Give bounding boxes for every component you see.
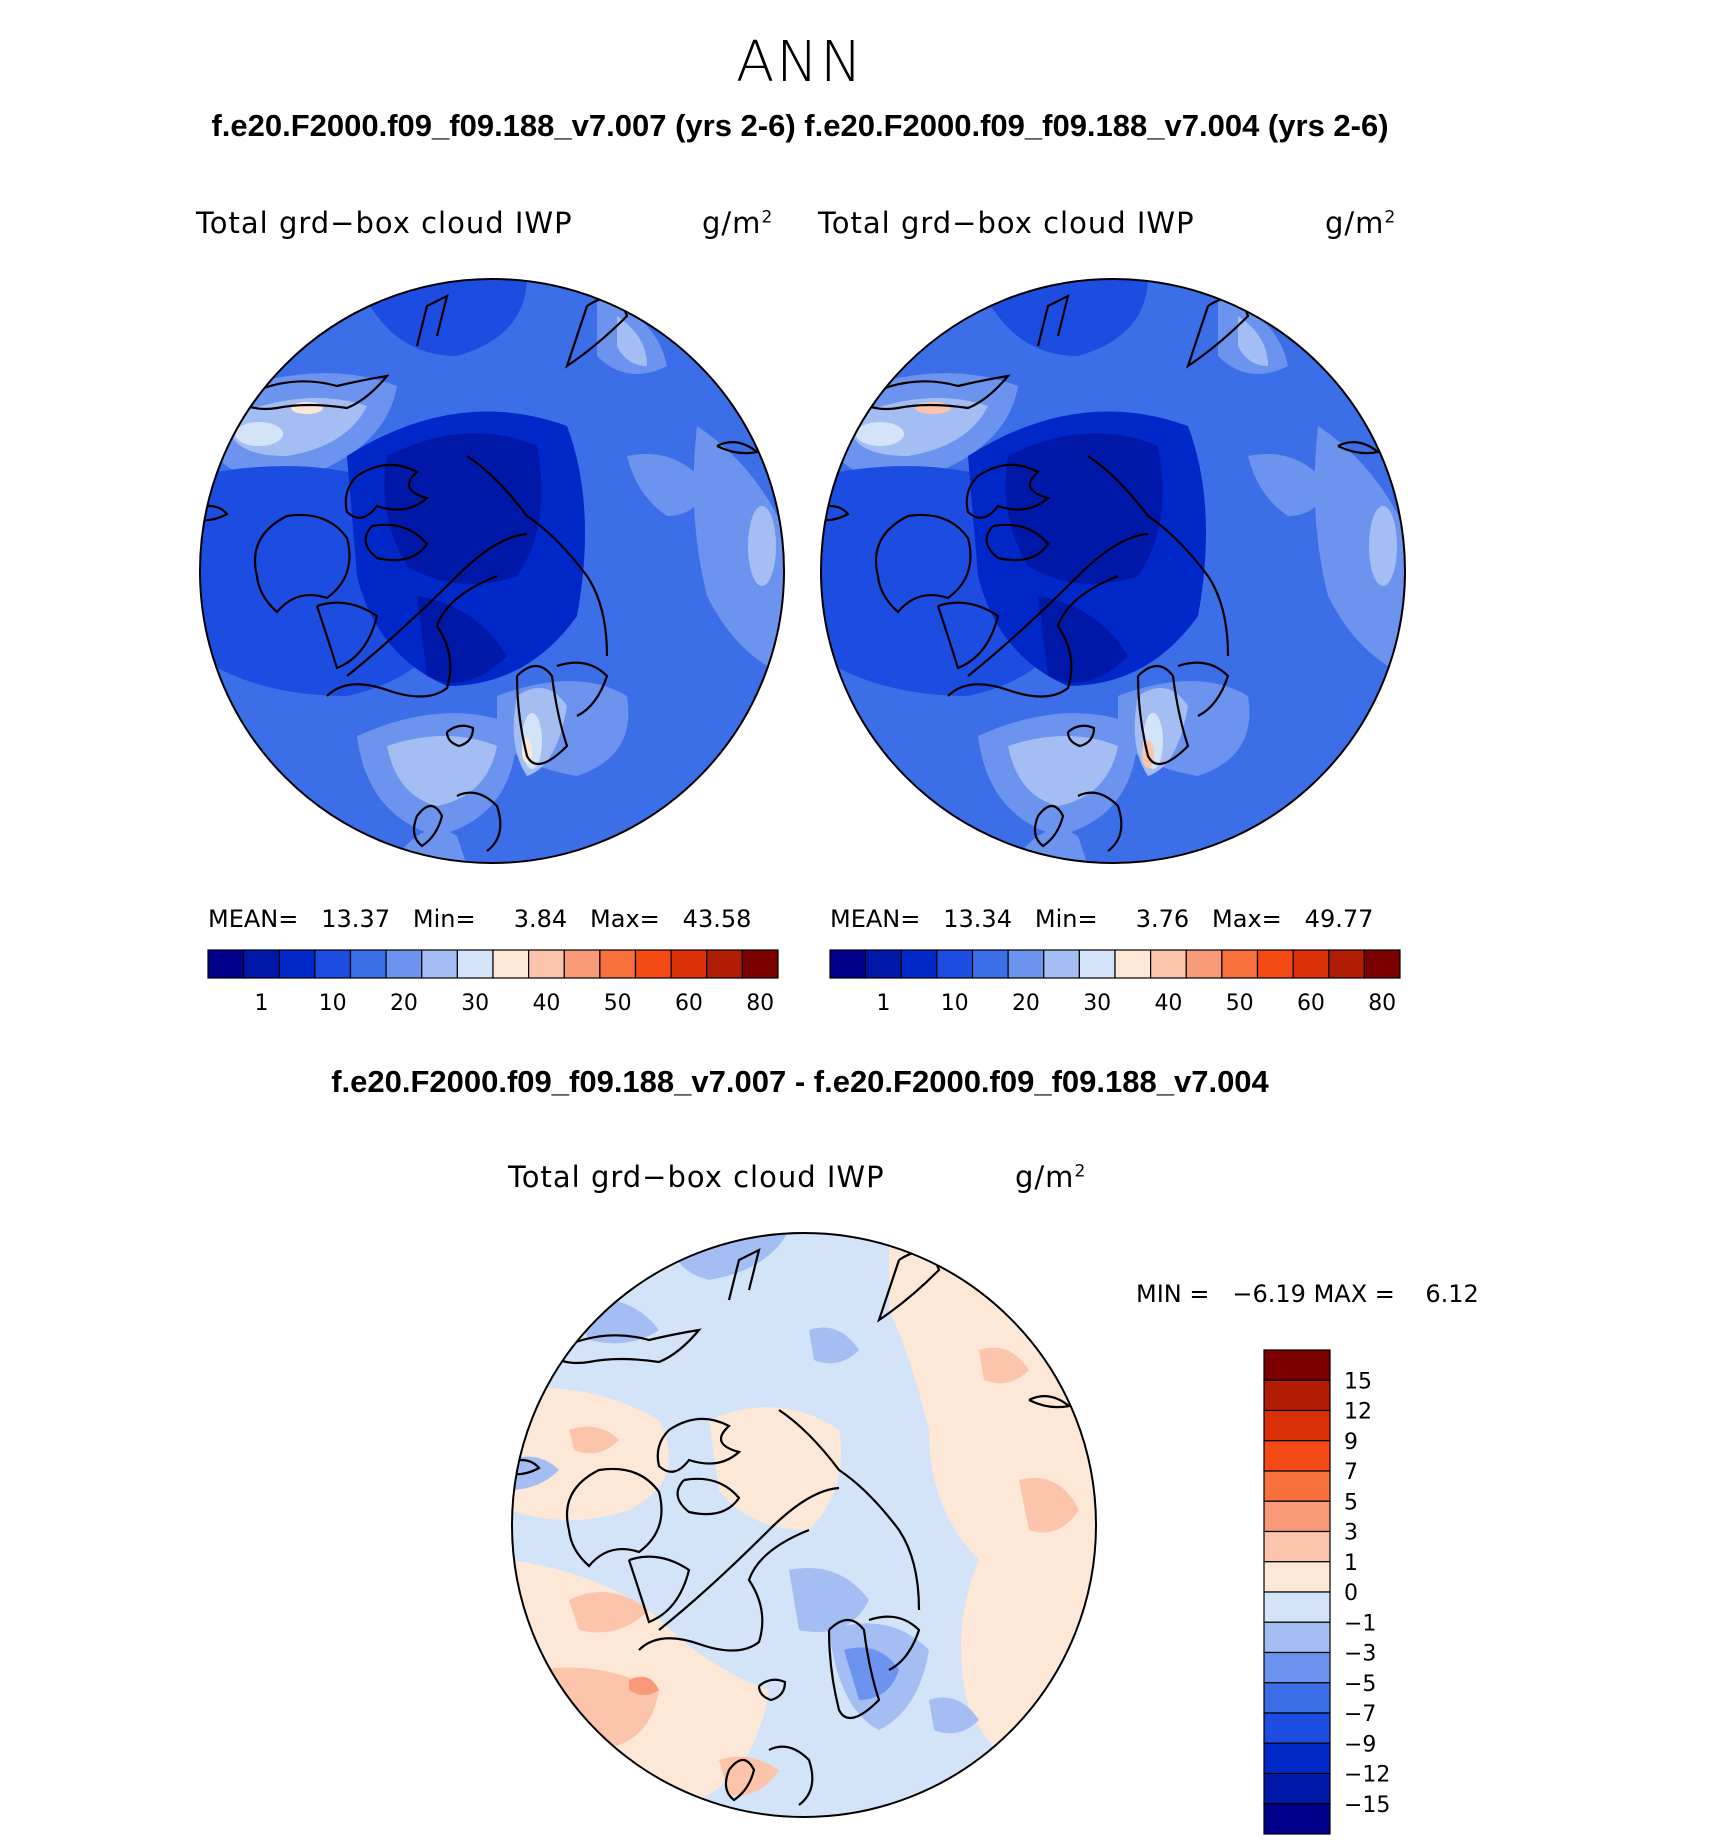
diff-colorbar-tick-label: −5 — [1344, 1672, 1376, 1697]
diff-colorbar-tick-label: −1 — [1344, 1611, 1376, 1636]
diff-colorbar-swatch — [1263, 1803, 1331, 1835]
diff-colorbar-swatch — [1263, 1591, 1331, 1623]
panel2-colorbar-swatch — [1292, 949, 1330, 979]
panel2-colorbar-swatch — [1185, 949, 1223, 979]
panel2-colorbar-swatch — [1114, 949, 1152, 979]
diff-colorbar-tick-label: −9 — [1344, 1732, 1376, 1757]
diff-colorbar-swatch — [1263, 1712, 1331, 1744]
diff-colorbar-tick-label: −7 — [1344, 1702, 1376, 1727]
panel2-colorbar-tick-label: 80 — [1368, 991, 1396, 1016]
diff-colorbar-tick-label: 15 — [1344, 1369, 1372, 1394]
diff-variable: Total grd−box cloud IWP — [508, 1160, 885, 1194]
panel1-colorbar-swatch — [706, 949, 743, 979]
difference-polar-map — [511, 1232, 1097, 1818]
diff-colorbar-swatch — [1263, 1470, 1331, 1502]
diff-colorbar-swatch — [1263, 1349, 1331, 1381]
diff-colorbar-swatch — [1263, 1621, 1331, 1654]
diff-colorbar: 15 12 9 7 5 3 1 0 −1 −3 −5 −7 −9 −12 −15 — [1263, 1349, 1390, 1835]
panel1-colorbar-swatch — [492, 949, 530, 979]
diff-colorbar-tick-label: 0 — [1344, 1581, 1358, 1606]
panel2-stats: MEAN= 13.34 Min= 3.76 Max= 49.77 — [830, 905, 1374, 933]
diff-colorbar-tick-label: 5 — [1344, 1490, 1358, 1515]
panel1-colorbar-tick-label: 10 — [319, 991, 347, 1016]
panel2-colorbar-tick-label: 30 — [1083, 991, 1111, 1016]
panel2-colorbar-swatch — [1363, 949, 1401, 979]
panel2-colorbar-tick-label: 20 — [1012, 991, 1040, 1016]
panel2-colorbar-swatch — [900, 949, 938, 979]
panel2-colorbar-swatch — [1150, 949, 1187, 979]
panel1-colorbar-swatch — [385, 949, 423, 979]
diff-colorbar-tick-label: 12 — [1344, 1400, 1372, 1425]
panel1-colorbar: 1 10 20 30 40 50 60 80 — [207, 949, 779, 1016]
panel1-colorbar-swatch — [314, 949, 352, 979]
diff-colorbar-swatch — [1263, 1530, 1331, 1563]
diff-colorbar-tick-label: 1 — [1344, 1551, 1358, 1576]
diff-colorbar-swatch — [1263, 1409, 1331, 1442]
panel2-colorbar-swatch — [1221, 949, 1259, 979]
diff-colorbar-swatch — [1263, 1561, 1331, 1593]
diff-colorbar-swatch — [1263, 1500, 1331, 1533]
diff-minmax: MIN = −6.19 MAX = 6.12 — [1136, 1280, 1479, 1308]
panel1-colorbar-tick-label: 80 — [746, 991, 774, 1016]
diff-colorbar-swatch — [1263, 1772, 1331, 1805]
panel1-colorbar-swatch — [349, 949, 387, 979]
panel2-colorbar-swatch — [1328, 949, 1365, 979]
panel1-colorbar-swatch — [421, 949, 458, 979]
panel1-colorbar-swatch — [599, 949, 637, 979]
panel2-units: g/m2 — [1325, 206, 1397, 240]
panel1-variable: Total grd−box cloud IWP — [196, 206, 573, 240]
difference-title: f.e20.F2000.f09_f09.188_v7.007 - f.e20.F… — [331, 1064, 1269, 1099]
panel1-colorbar-swatch — [634, 949, 672, 979]
panel1-colorbar-tick-label: 30 — [461, 991, 489, 1016]
panel2-colorbar-swatch — [865, 949, 902, 979]
panel2-polar-map — [820, 278, 1406, 864]
season-title: ANN — [735, 30, 865, 95]
panel2-variable: Total grd−box cloud IWP — [818, 206, 1195, 240]
panel1-colorbar-tick-label: 40 — [532, 991, 560, 1016]
panel1-colorbar-tick-label: 50 — [604, 991, 632, 1016]
panel1-colorbar-swatch — [456, 949, 494, 979]
panel1-colorbar-swatch — [563, 949, 601, 979]
panel1-colorbar-swatch — [741, 949, 779, 979]
panel1-colorbar-swatch — [528, 949, 565, 979]
diff-colorbar-tick-label: −12 — [1344, 1763, 1390, 1788]
panel2-colorbar-swatch — [829, 949, 867, 979]
diff-colorbar-swatch — [1263, 1651, 1331, 1684]
panel2-colorbar-tick-label: 50 — [1226, 991, 1254, 1016]
diff-colorbar-swatch — [1263, 1742, 1331, 1775]
panel2-colorbar-swatch — [1043, 949, 1080, 979]
diff-colorbar-tick-label: 3 — [1344, 1521, 1358, 1546]
diff-colorbar-tick-label: 7 — [1344, 1460, 1358, 1485]
panel2-colorbar-swatch — [971, 949, 1009, 979]
diff-colorbar-tick-label: −15 — [1344, 1793, 1390, 1818]
panel2-colorbar-swatch — [1078, 949, 1116, 979]
diff-colorbar-tick-label: −3 — [1344, 1642, 1376, 1667]
panel2-colorbar-tick-label: 40 — [1154, 991, 1182, 1016]
panel1-colorbar-swatch — [278, 949, 316, 979]
panel1-colorbar-tick-label: 60 — [675, 991, 703, 1016]
diff-colorbar-swatch — [1263, 1682, 1331, 1714]
panel1-polar-map — [199, 278, 785, 864]
panel1-units: g/m2 — [702, 206, 774, 240]
panel1-stats: MEAN= 13.37 Min= 3.84 Max= 43.58 — [208, 905, 752, 933]
diff-colorbar-swatch — [1263, 1440, 1331, 1472]
panel2-colorbar-tick-label: 1 — [876, 991, 890, 1016]
panel2-colorbar-tick-label: 60 — [1297, 991, 1325, 1016]
panel2-colorbar-tick-label: 10 — [941, 991, 969, 1016]
panel1-colorbar-swatch — [670, 949, 708, 979]
case-titles: f.e20.F2000.f09_f09.188_v7.007 (yrs 2-6)… — [211, 108, 1389, 143]
panel2-colorbar-swatch — [936, 949, 974, 979]
diff-colorbar-swatch — [1263, 1379, 1331, 1412]
diff-units: g/m2 — [1015, 1160, 1087, 1194]
panel2-colorbar-swatch — [1007, 949, 1045, 979]
panel1-colorbar-tick-label: 1 — [254, 991, 268, 1016]
panel1-colorbar-swatch — [207, 949, 245, 979]
panel2-colorbar: 1 10 20 30 40 50 60 80 — [829, 949, 1401, 1016]
panel1-colorbar-tick-label: 20 — [390, 991, 418, 1016]
diff-colorbar-tick-label: 9 — [1344, 1430, 1358, 1455]
panel2-colorbar-swatch — [1256, 949, 1294, 979]
panel1-colorbar-swatch — [243, 949, 280, 979]
